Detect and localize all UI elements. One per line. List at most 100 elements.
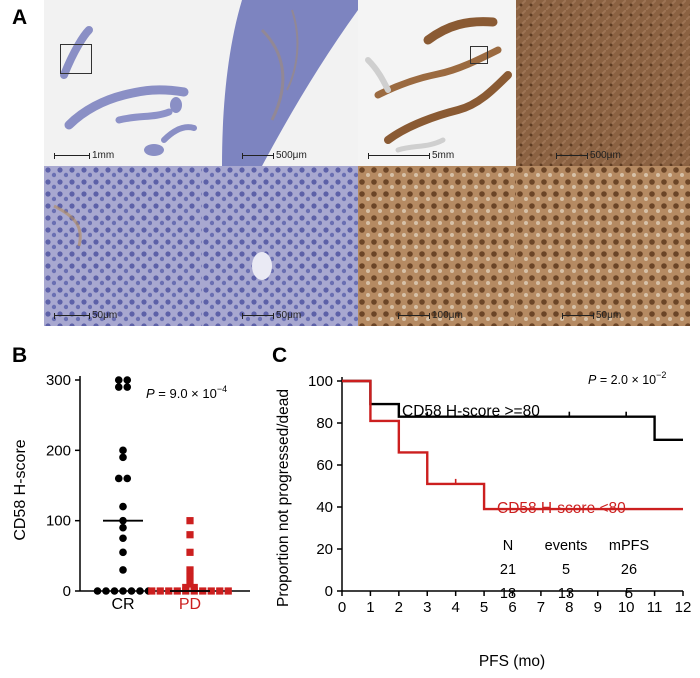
data-point xyxy=(186,580,194,588)
scale-bar: 500μm xyxy=(556,150,621,161)
x-tick-label: 12 xyxy=(675,599,692,616)
x-tick-label: 3 xyxy=(423,599,431,616)
x-tick-label: CR xyxy=(111,596,134,613)
y-tick-label: 0 xyxy=(325,583,333,600)
tissue-hpf-high-2 xyxy=(516,166,690,326)
y-tick-label: 300 xyxy=(46,372,71,389)
x-tick-label: 8 xyxy=(565,599,573,616)
data-point xyxy=(123,383,132,391)
tissue-zoom-high xyxy=(516,0,690,166)
data-point xyxy=(102,587,110,595)
x-tick-label: 2 xyxy=(395,599,403,616)
y-tick-label: 200 xyxy=(46,442,71,459)
micrograph-tile: 5mm xyxy=(358,0,516,166)
stats-cell: 21 xyxy=(500,562,516,578)
x-tick-label: 5 xyxy=(480,599,488,616)
micrograph-tile: 50μm xyxy=(44,166,202,326)
data-point xyxy=(119,446,127,455)
stats-header-events: events xyxy=(545,538,588,554)
scale-bar: 500μm xyxy=(242,150,307,161)
scale-bar: 100μm xyxy=(398,310,463,321)
data-point xyxy=(186,517,194,525)
micrograph-tile: 100μm xyxy=(358,166,516,326)
p-value-label: P = 9.0 × 10−4 xyxy=(146,384,227,401)
y-tick-label: 20 xyxy=(316,541,333,558)
x-axis-label: PFS (mo) xyxy=(479,653,545,670)
dot-plot-points xyxy=(93,376,232,595)
stats-cell: 18 xyxy=(500,586,516,602)
y-tick-label: 100 xyxy=(308,373,333,390)
stats-cell: 5 xyxy=(562,562,570,578)
stats-header-n: N xyxy=(503,538,513,554)
tissue-overview-low xyxy=(44,0,202,166)
x-tick-label: 0 xyxy=(338,599,346,616)
data-point xyxy=(93,587,102,595)
data-point xyxy=(110,587,119,595)
data-point xyxy=(156,587,164,595)
data-point xyxy=(186,531,194,539)
micrograph-tile: 50μm xyxy=(516,166,690,326)
data-point xyxy=(186,573,194,581)
stats-table: N events mPFS 21 5 26 18 13 5 xyxy=(500,538,649,602)
dot-plot-axes: 0 100 200 300 CR PD xyxy=(46,372,250,613)
data-point xyxy=(119,587,127,595)
panel-a-label: A xyxy=(12,6,28,29)
data-point xyxy=(119,548,127,557)
data-point xyxy=(123,376,132,384)
scale-bar: 50μm xyxy=(562,310,621,321)
km-curve xyxy=(342,379,683,511)
tissue-zoom-low xyxy=(202,0,358,166)
p-value-label: P = 2.0 × 10−2 xyxy=(588,370,666,387)
x-tick-label: PD xyxy=(179,596,201,613)
scale-bar: 1mm xyxy=(54,150,114,161)
data-point xyxy=(119,502,127,511)
inset-box xyxy=(60,44,92,74)
micrograph-grid: 1mm 500μm 5mm xyxy=(44,0,690,326)
inset-box xyxy=(470,46,488,64)
data-point xyxy=(136,587,144,595)
data-point xyxy=(127,587,136,595)
data-point xyxy=(119,534,127,543)
micrograph-tile: 500μm xyxy=(202,0,358,166)
panel-b-label: B xyxy=(12,344,28,367)
x-tick-label: 1 xyxy=(366,599,374,616)
data-point xyxy=(119,566,127,574)
stats-cell: 13 xyxy=(558,586,574,602)
x-tick-label: 11 xyxy=(647,599,663,616)
stats-cell: 26 xyxy=(621,562,637,578)
micrograph-tile: 500μm xyxy=(516,0,690,166)
tissue-hpf-low-2 xyxy=(202,166,358,326)
x-tick-label: 9 xyxy=(594,599,602,616)
y-tick-label: 100 xyxy=(46,513,71,530)
data-point xyxy=(165,587,173,595)
data-point xyxy=(114,376,123,384)
y-tick-label: 60 xyxy=(316,457,333,474)
km-curves xyxy=(342,379,683,511)
data-point xyxy=(224,587,232,595)
scale-bar: 50μm xyxy=(242,310,301,321)
x-tick-label: 4 xyxy=(451,599,459,616)
series-label-high: CD58 H-score >=80 xyxy=(402,403,540,420)
data-point xyxy=(119,453,127,462)
data-point xyxy=(216,587,224,595)
data-point xyxy=(186,566,194,574)
y-axis-label: Proportion not progressed/dead xyxy=(275,389,292,607)
stats-header-mpfs: mPFS xyxy=(609,538,649,554)
scale-bar: 50μm xyxy=(54,310,117,321)
y-tick-label: 0 xyxy=(63,583,71,600)
data-point xyxy=(114,383,123,391)
x-tick-label: 6 xyxy=(508,599,516,616)
data-point xyxy=(207,587,215,595)
tissue-hpf-low xyxy=(44,166,202,326)
data-point xyxy=(123,474,132,483)
data-point xyxy=(114,474,123,483)
data-point xyxy=(119,523,127,532)
stats-cell: 5 xyxy=(625,586,633,602)
y-axis-label: CD58 H-score xyxy=(12,439,29,540)
dot-plot-chart: 0 100 200 300 CR PD CD58 H-score P = 9.0 × 10… xyxy=(12,372,250,613)
series-label-low: CD58 H-score <80 xyxy=(497,500,626,517)
x-tick-label: 10 xyxy=(618,599,635,616)
micrograph-tile: 1mm xyxy=(44,0,202,166)
